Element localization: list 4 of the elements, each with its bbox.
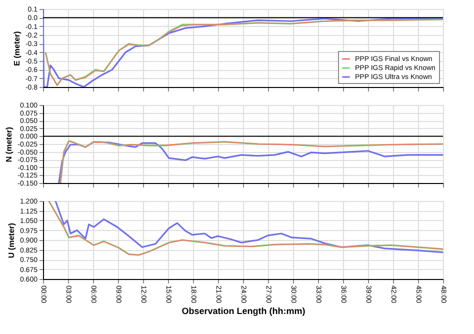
y-axis-title: E (meter) [12, 30, 22, 66]
x-axis-title: Observation Length (hh:mm) [182, 306, 306, 316]
y-axis-title: N (meter) [4, 126, 14, 162]
y-axis-title: U (meter) [6, 222, 16, 258]
